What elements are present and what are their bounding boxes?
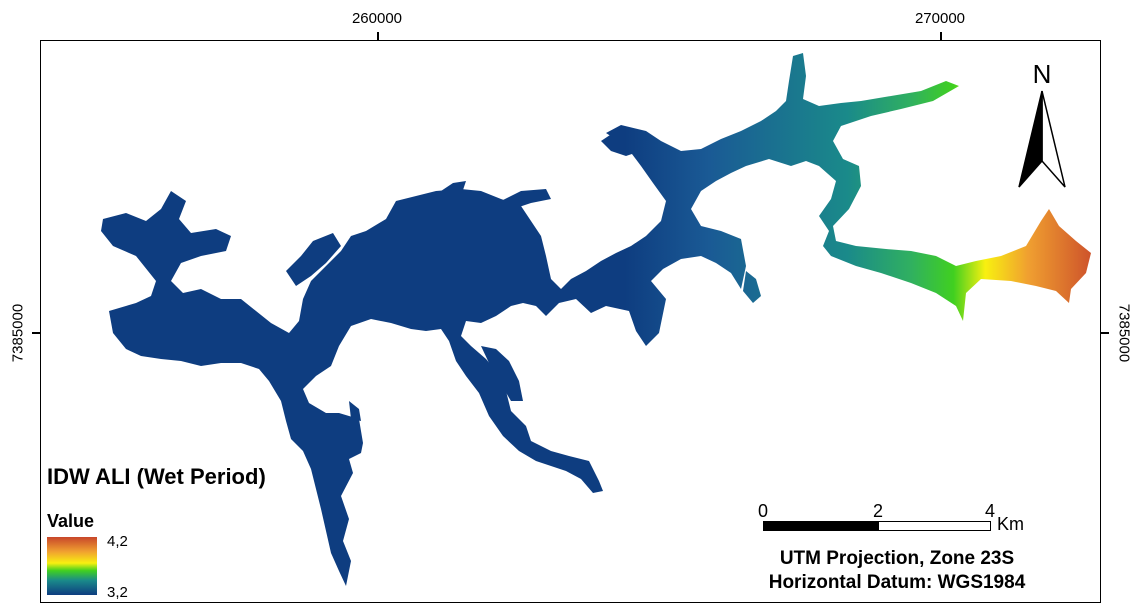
scale-segment-filled [763, 521, 879, 531]
legend-color-ramp [47, 537, 97, 595]
reservoir-map [101, 53, 1091, 586]
map-frame: IDW ALI (Wet Period) Value 4,2 3,2 0 2 4… [40, 40, 1101, 603]
scale-bar: 0 2 4 Km [757, 501, 1024, 534]
x-tick-label-270000: 270000 [914, 10, 966, 27]
y-tick-mark [32, 332, 40, 334]
scale-unit: Km [997, 514, 1024, 534]
projection-info: UTM Projection, Zone 23S Horizontal Datu… [737, 547, 1057, 595]
scale-label-4: 4 [984, 501, 996, 521]
scale-label-0: 0 [757, 501, 769, 521]
x-tick-mark [377, 32, 379, 40]
x-tick-label-260000: 260000 [351, 10, 403, 27]
scale-segment-empty [878, 521, 991, 531]
y-tick-mark [1101, 332, 1109, 334]
scale-label-2: 2 [872, 501, 884, 521]
legend-title: IDW ALI (Wet Period) [47, 464, 266, 489]
y-tick-label-right: 7385000 [1115, 303, 1133, 363]
reservoir-water-body [101, 53, 1091, 586]
projection-line: UTM Projection, Zone 23S [779, 548, 1015, 569]
legend-subtitle: Value [47, 511, 95, 531]
y-tick-label-left: 7385000 [9, 303, 27, 363]
north-arrow: N [1015, 59, 1069, 189]
x-tick-mark [940, 32, 942, 40]
datum-line: Horizontal Datum: WGS1984 [768, 572, 1026, 593]
legend-max-label: 4,2 [107, 533, 128, 550]
north-arrow-icon [1018, 90, 1066, 188]
legend-min-label: 3,2 [107, 584, 128, 601]
north-label: N [1032, 59, 1052, 89]
